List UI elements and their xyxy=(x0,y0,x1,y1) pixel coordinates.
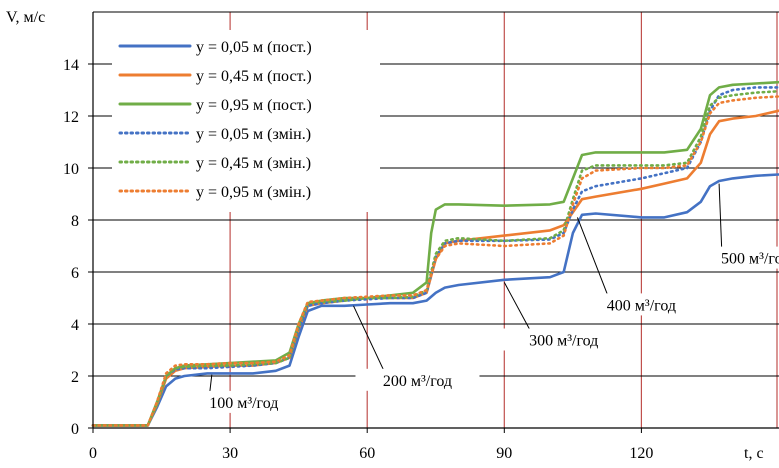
y-tick-label-14: 14 xyxy=(63,57,79,74)
annotation-label-5: 500 м³/год xyxy=(721,251,779,268)
annotation-label-3: 300 м³/год xyxy=(529,333,598,350)
annotation-pointer-2 xyxy=(353,305,384,371)
y-tick-label-8: 8 xyxy=(71,213,79,230)
annotation-label-1: 100 м³/год xyxy=(209,395,278,412)
annotation-pointer-4 xyxy=(576,217,608,295)
x-axis-label: t, c xyxy=(744,445,764,462)
legend-label-2: y = 0,45 м (пост.) xyxy=(196,68,312,85)
y-tick-label-12: 12 xyxy=(63,109,79,126)
y-axis-label: V, м/с xyxy=(6,9,45,26)
legend-label-5: y = 0,45 м (змін.) xyxy=(196,155,311,172)
annotation-label-2: 200 м³/год xyxy=(383,373,452,390)
series-line-5 xyxy=(91,90,779,427)
legend-box xyxy=(112,30,380,212)
x-tick-label-120: 120 xyxy=(629,445,653,462)
annotation-bg-5 xyxy=(693,246,779,269)
annotation-bg-2 xyxy=(355,368,480,391)
x-tick-label-60: 60 xyxy=(359,445,375,462)
annotation-bg-1 xyxy=(181,390,306,413)
x-tick-labels: 0 30 60 90 120 xyxy=(89,445,653,462)
annotation-bg-3 xyxy=(501,328,626,351)
annotations: 100 м³/год 200 м³/год 300 м³/год 400 м³/год… xyxy=(181,183,779,413)
annotation-pointer-1 xyxy=(209,374,213,392)
y-tick-labels: 0 2 4 6 8 10 12 14 xyxy=(63,57,79,438)
series-line-1 xyxy=(91,173,779,427)
axes xyxy=(88,12,779,433)
annotation-pointer-5 xyxy=(718,183,723,248)
legend-label-1: y = 0,05 м (пост.) xyxy=(196,39,312,56)
series-line-6 xyxy=(91,95,779,427)
y-tick-label-0: 0 xyxy=(71,421,79,438)
x-tick-label-90: 90 xyxy=(496,445,512,462)
series-lines xyxy=(91,80,779,427)
y-tick-label-6: 6 xyxy=(71,265,79,282)
annotation-label-4: 400 м³/год xyxy=(607,297,676,314)
y-tick-label-2: 2 xyxy=(71,369,79,386)
series-line-4 xyxy=(91,86,779,427)
x-tick-label-0: 0 xyxy=(89,445,97,462)
y-tick-label-4: 4 xyxy=(71,317,79,334)
y-tick-label-10: 10 xyxy=(63,161,79,178)
legend-label-6: y = 0,95 м (змін.) xyxy=(196,184,311,201)
annotation-bg-4 xyxy=(579,293,704,316)
annotation-pointer-3 xyxy=(503,282,531,330)
legend-label-4: y = 0,05 м (змін.) xyxy=(196,126,311,143)
legend-label-3: y = 0,95 м (пост.) xyxy=(196,97,312,114)
legend: y = 0,05 м (пост.) y = 0,45 м (пост.) y = … xyxy=(112,30,380,212)
x-tick-label-30: 30 xyxy=(222,445,238,462)
